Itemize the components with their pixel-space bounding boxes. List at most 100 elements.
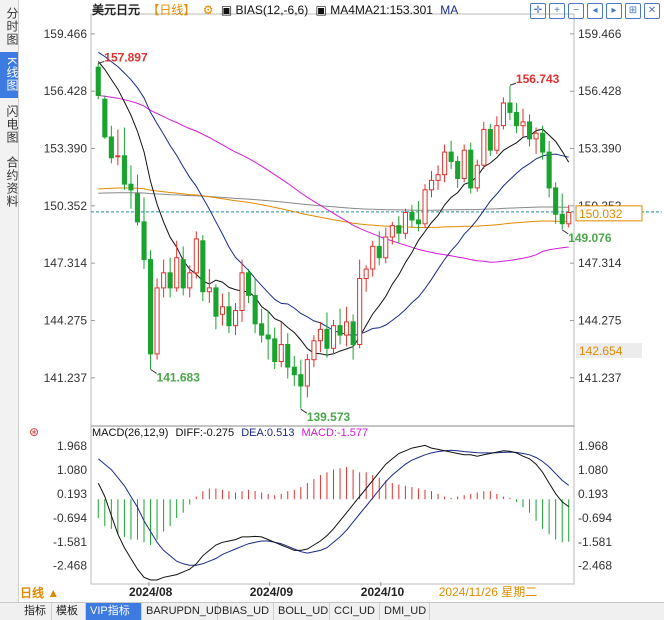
price-tick-label-left: 147.314 (44, 256, 88, 270)
tab-templates[interactable]: 模板 (52, 603, 86, 620)
price-tick-label-left: 144.275 (44, 313, 88, 327)
annotation-141-683: 141.683 (157, 370, 201, 384)
price-tick-label-left: 141.237 (44, 371, 88, 385)
date-readout: 2024/11/26 星期二 (439, 585, 538, 599)
candle-down (553, 187, 559, 215)
price-tick-label-left: 153.390 (44, 141, 88, 155)
bottom-tab-dmi-ud[interactable]: DMI_UD (380, 603, 430, 620)
chart-header: 美元日元 【日线】 ⚙ ▣ BIAS(12,-6,6) ▣ MA4MA21:15… (92, 2, 462, 18)
macd-tick-label-right: -1.581 (578, 535, 612, 549)
annotation-139-573: 139.573 (307, 410, 351, 424)
candle-up (566, 212, 572, 225)
candle-down (121, 155, 128, 185)
macd-tick-label-right: 1.968 (578, 439, 608, 453)
candle-up (311, 340, 317, 361)
candle-down (180, 259, 186, 289)
tab-time-chart[interactable]: 分时图 (5, 6, 19, 46)
scroll-right-icon[interactable]: ▸ (606, 3, 622, 19)
candlestick-chart[interactable]: ⊛ 159.466 159.466 156.428 156.428 153.390 153.… (18, 0, 664, 602)
candle-up (219, 306, 225, 315)
price-tick-label-left: 156.428 (44, 84, 88, 98)
x-axis-label-1: 2024/09 (250, 585, 294, 599)
candle-down (376, 245, 382, 259)
candle-down (415, 219, 421, 225)
price-tick-label-right: 147.314 (578, 256, 622, 270)
bottom-tab-cci-ud[interactable]: CCI_UD (330, 603, 380, 620)
candle-down (134, 193, 141, 223)
price-tick-label-right: 153.390 (578, 141, 622, 155)
settings-icon[interactable]: ⚙ (202, 3, 214, 17)
tab-indicators[interactable]: 指标 (20, 603, 52, 620)
candle-up (357, 278, 363, 345)
macd-tick-label-left: 0.193 (57, 487, 87, 501)
zoom-in-icon[interactable]: + (549, 3, 565, 19)
candle-up (187, 272, 193, 289)
candle-up (154, 287, 160, 355)
scroll-left-icon[interactable]: ◂ (587, 3, 603, 19)
ma-label[interactable]: MA (440, 3, 459, 17)
ma-indicator[interactable]: ▣ MA4MA21:153.301 (315, 3, 433, 17)
candle-down (559, 213, 565, 225)
candle-up (461, 149, 467, 179)
macd-settings-icon: ⊛ (29, 425, 39, 439)
candle-down (128, 183, 134, 191)
annotation-pointer (98, 60, 105, 64)
candle-up (481, 128, 487, 166)
fullscreen-icon[interactable]: ⊞ (625, 3, 641, 19)
annotation-149-076: 149.076 (568, 231, 612, 245)
bias-indicator[interactable]: ▣ BIAS(12,-6,6) (220, 3, 309, 17)
tab-contract-info[interactable]: 合约资料 (5, 156, 19, 208)
bias-label: BIAS(12,-6,6) (235, 3, 309, 17)
macd-tick-label-right: 1.080 (578, 463, 608, 477)
period-selector[interactable]: 日线 ▲ (20, 586, 60, 600)
sidebar: 分时图 K线图 闪电图 合约资料 (0, 0, 19, 602)
candle-down (272, 338, 278, 362)
macd-tick-label-left: -0.694 (53, 511, 87, 525)
price-tick-label-right: 156.428 (578, 84, 622, 98)
zoom-out-icon[interactable]: − (568, 3, 584, 19)
candle-up (206, 287, 212, 293)
candle-down (350, 321, 356, 345)
macd-tick-label-right: -2.468 (578, 559, 612, 573)
candle-up (389, 225, 395, 238)
candle-down (265, 334, 271, 340)
macd-title: MACD(26,12,9) (92, 427, 169, 439)
price-tick-label-right: 141.237 (578, 371, 622, 385)
candle-up (304, 359, 310, 387)
tab-vip-indicators[interactable]: VIP指标 (86, 603, 142, 620)
indicator-tabs-bar: 指标 模板 VIP指标 BARUPDN_UD BIAS_UD BOLL_UD CCI_UD D… (0, 602, 664, 620)
macd-tick-label-left: -2.468 (53, 559, 87, 573)
price-tick-label-right: 159.466 (578, 27, 622, 41)
macd-value: MACD:-1.577 (301, 427, 369, 439)
price-tick-label-right: 144.275 (578, 313, 622, 327)
tab-k-chart[interactable]: K线图 (0, 52, 19, 98)
ma-gray-line (98, 192, 569, 211)
candle-down (285, 344, 291, 368)
bottom-tab-bias-ud[interactable]: BIAS_UD (218, 603, 274, 620)
candle-down (167, 272, 173, 289)
macd-tick-label-left: -1.581 (53, 535, 87, 549)
candle-down (252, 295, 258, 325)
candle-down (226, 306, 232, 327)
candle-down (102, 98, 108, 138)
ma-orange-line (98, 187, 569, 228)
candle-up (317, 328, 323, 342)
macd-header: MACD(26,12,9) DIFF:-0.275 DEA:0.513 MACD… (92, 426, 372, 440)
bottom-tab-boll-ud[interactable]: BOLL_UD (274, 603, 330, 620)
candle-down (468, 149, 474, 189)
period-label[interactable]: 【日线】 (147, 3, 196, 17)
macd-diff: DIFF:-0.275 (175, 427, 235, 439)
macd-tick-label-right: -0.694 (578, 511, 612, 525)
bottom-tab-barupdn-ud[interactable]: BARUPDN_UD (142, 603, 222, 620)
candle-down (540, 132, 546, 153)
candle-up (422, 189, 428, 225)
candle-down (448, 151, 454, 163)
close-icon[interactable]: ✕ (644, 3, 660, 19)
candle-up (233, 310, 239, 327)
candle-up (363, 268, 369, 280)
crosshair-icon[interactable]: ✛ (530, 3, 546, 19)
candle-down (259, 323, 265, 336)
candle-up (402, 212, 408, 234)
ma-magenta-line (98, 95, 569, 263)
tab-flash-chart[interactable]: 闪电图 (5, 104, 19, 144)
